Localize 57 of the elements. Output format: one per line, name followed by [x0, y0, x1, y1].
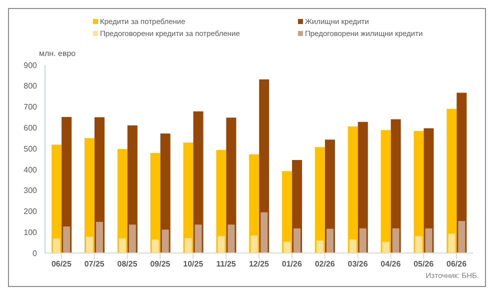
bar	[425, 228, 432, 253]
bar	[183, 142, 194, 253]
bar	[194, 224, 202, 253]
y-tick-label: 200	[24, 207, 38, 216]
bar	[118, 238, 126, 253]
x-tick-label: 03/26	[348, 260, 368, 269]
bar	[52, 144, 62, 253]
bar	[448, 234, 456, 253]
bar	[382, 242, 390, 253]
x-tick-label: 07/25	[84, 260, 105, 269]
x-tick-label: 06/26	[446, 260, 468, 269]
y-tick-label: 700	[24, 102, 38, 112]
x-tick-label: 11/25	[216, 260, 236, 269]
bar	[284, 242, 291, 253]
bar	[458, 221, 466, 253]
bar	[63, 226, 70, 253]
bar	[326, 228, 334, 253]
bar	[446, 108, 457, 253]
x-tick-label: 01/26	[282, 260, 302, 269]
x-tick-label: 02/26	[314, 260, 336, 269]
bar	[392, 228, 400, 253]
y-tick-label: 500	[24, 144, 38, 154]
bar	[184, 238, 192, 253]
y-tick-label: 800	[24, 82, 38, 91]
bar	[294, 228, 301, 253]
bar	[250, 235, 258, 253]
y-tick-label: 100	[24, 228, 38, 237]
x-tick-label: 12/25	[248, 260, 270, 269]
bar	[152, 239, 159, 253]
x-tick-label: 05/26	[414, 260, 434, 269]
bar	[162, 230, 169, 253]
x-tick-label: 06/25	[51, 260, 72, 269]
x-tick-label: 04/26	[380, 260, 402, 269]
bar	[359, 228, 366, 253]
bar	[415, 236, 422, 253]
bar	[316, 240, 324, 253]
bar	[314, 147, 325, 253]
bar	[96, 222, 104, 253]
x-tick-label: 09/25	[150, 260, 171, 269]
y-axis-title: млн. евро	[39, 49, 76, 58]
bar	[218, 236, 225, 253]
bar	[380, 130, 391, 253]
bar	[128, 224, 136, 253]
bar	[260, 212, 268, 253]
x-tick-label: 10/25	[183, 260, 204, 269]
x-tick-label: 08/25	[117, 260, 138, 269]
bar	[228, 224, 235, 253]
bar	[348, 126, 358, 253]
y-tick-label: 0	[32, 248, 38, 258]
y-tick-label: 900	[24, 60, 38, 70]
bar	[53, 238, 60, 253]
y-tick-label: 400	[24, 165, 38, 174]
bar	[150, 152, 160, 253]
bar	[86, 236, 94, 253]
bar	[349, 239, 356, 253]
y-tick-label: 300	[24, 186, 38, 196]
y-tick-label: 600	[24, 124, 38, 133]
